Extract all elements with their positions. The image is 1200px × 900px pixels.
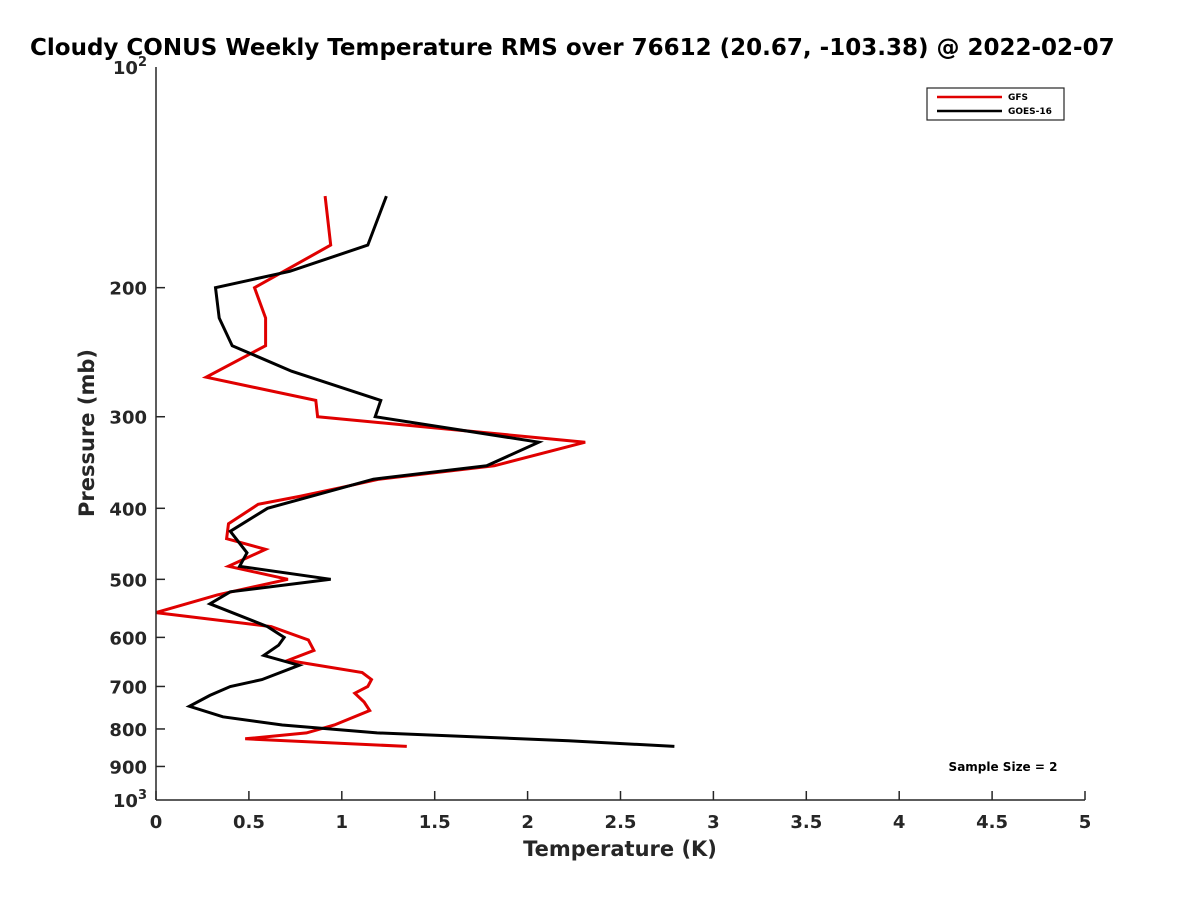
series-layer bbox=[155, 195, 675, 748]
x-tick-label: 0 bbox=[150, 812, 163, 833]
y-tick-label: 700 bbox=[109, 677, 147, 698]
plot-area bbox=[156, 67, 1085, 800]
legend-label-goes16: GOES-16 bbox=[1008, 107, 1052, 117]
sample-size-annotation: Sample Size = 2 bbox=[949, 760, 1058, 774]
x-tick-label: 3.5 bbox=[790, 812, 822, 833]
y-ticks: 200 300 400 500 600 700 800 900 102 103 bbox=[109, 55, 165, 812]
y-tick-label: 200 bbox=[109, 279, 147, 300]
x-tick-label: 0.5 bbox=[233, 812, 265, 833]
y-tick-label: 900 bbox=[109, 757, 147, 778]
x-tick-label: 2 bbox=[521, 812, 534, 833]
x-ticks: 0 0.5 1 1.5 2 2.5 3 3.5 4 4.5 5 bbox=[150, 791, 1092, 833]
chart-title: Cloudy CONUS Weekly Temperature RMS over… bbox=[30, 35, 1115, 61]
x-axis-label: Temperature (K) bbox=[523, 837, 717, 861]
x-tick-label: 3 bbox=[707, 812, 720, 833]
y-tick-label: 500 bbox=[109, 570, 147, 591]
y-tick-label: 400 bbox=[109, 499, 147, 520]
legend-box bbox=[926, 87, 1065, 121]
x-tick-label: 4 bbox=[893, 812, 906, 833]
legend: GFS GOES-16 bbox=[926, 87, 1065, 121]
y-decade-label: 103 bbox=[113, 788, 147, 812]
y-tick-label: 300 bbox=[109, 408, 147, 429]
x-tick-label: 4.5 bbox=[976, 812, 1008, 833]
x-tick-label: 1.5 bbox=[419, 812, 451, 833]
x-tick-label: 1 bbox=[336, 812, 349, 833]
x-tick-label: 2.5 bbox=[605, 812, 637, 833]
y-axis-label: Pressure (mb) bbox=[75, 349, 99, 517]
y-decade-label: 102 bbox=[113, 55, 147, 79]
legend-label-gfs: GFS bbox=[1008, 93, 1028, 103]
y-tick-label: 800 bbox=[109, 720, 147, 741]
x-tick-label: 5 bbox=[1079, 812, 1092, 833]
series-line-gfs bbox=[155, 195, 586, 748]
series-line-goes16 bbox=[185, 195, 675, 748]
y-tick-label: 600 bbox=[109, 628, 147, 649]
